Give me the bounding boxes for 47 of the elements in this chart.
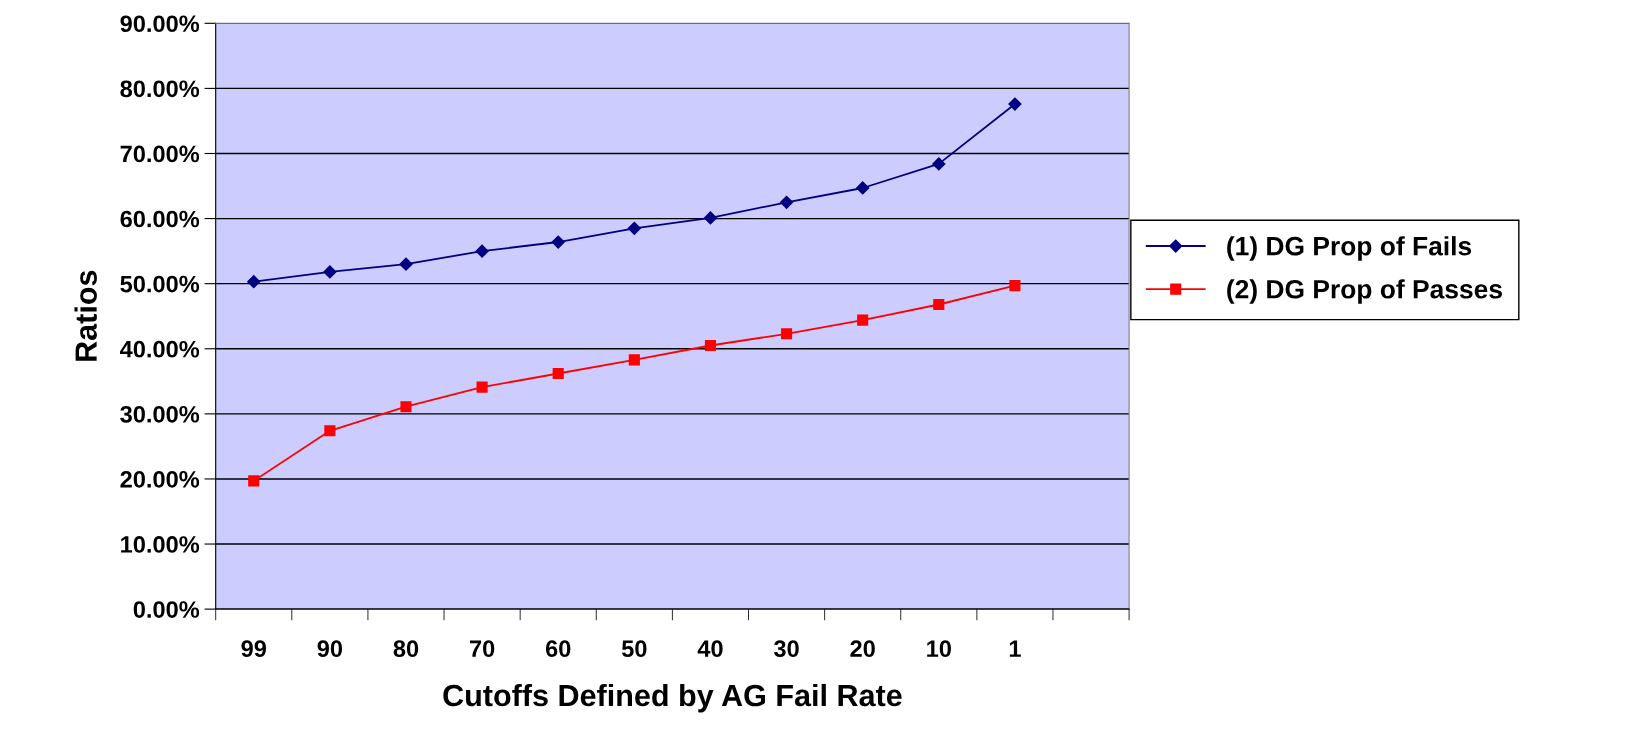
point — [856, 181, 870, 195]
point — [703, 211, 718, 225]
x-tick-label: 30 — [773, 640, 799, 658]
point — [627, 221, 641, 235]
y-tick-label: 10.00% — [121, 536, 200, 553]
point — [399, 257, 413, 271]
y-tick-label: 40.00% — [120, 340, 200, 358]
point — [932, 157, 946, 171]
point — [400, 401, 412, 413]
point — [323, 265, 337, 279]
x-tick-label: 10 — [927, 640, 951, 658]
x-tick-label: 70 — [469, 640, 495, 658]
x-tick-label: 20 — [850, 640, 875, 658]
point — [857, 314, 869, 326]
legend-label: (1) DG Prop of Fails — [1227, 236, 1472, 261]
y-tick-label: 90.00% — [120, 15, 200, 33]
point — [628, 354, 640, 366]
y-tick-label: 0.00% — [133, 601, 200, 618]
x-tick-label: 40 — [697, 640, 723, 658]
y-tick-label: 70.00% — [120, 145, 200, 163]
x-tick-label: 90 — [317, 640, 343, 658]
point — [1008, 97, 1022, 111]
point — [779, 195, 794, 209]
y-tick-label: 50.00% — [120, 275, 200, 293]
point — [248, 475, 260, 487]
y-tick-label: 20.00% — [120, 471, 200, 488]
point — [247, 275, 261, 289]
point — [1009, 280, 1021, 292]
y-tick-label: 30.00% — [120, 405, 200, 423]
x-axis-title: Cutoffs Defined by AG Fail Rate — [443, 683, 902, 713]
point — [475, 244, 489, 258]
point — [933, 298, 945, 311]
x-tick-label: 1 — [1009, 640, 1021, 657]
y-axis-title: Ratios — [74, 270, 97, 361]
point — [476, 381, 488, 393]
point — [704, 339, 717, 352]
legend-label: (2) DG Prop of Passes — [1227, 279, 1502, 304]
x-tick-label: 99 — [241, 640, 266, 658]
x-tick-label: 50 — [621, 640, 647, 658]
y-tick-label: 80.00% — [120, 80, 200, 98]
point — [324, 425, 336, 437]
point — [551, 235, 565, 249]
x-tick-label: 60 — [545, 640, 571, 658]
x-tick-label: 80 — [393, 640, 419, 658]
y-tick-label: 60.00% — [120, 210, 200, 228]
point — [781, 328, 793, 340]
point — [552, 367, 564, 380]
